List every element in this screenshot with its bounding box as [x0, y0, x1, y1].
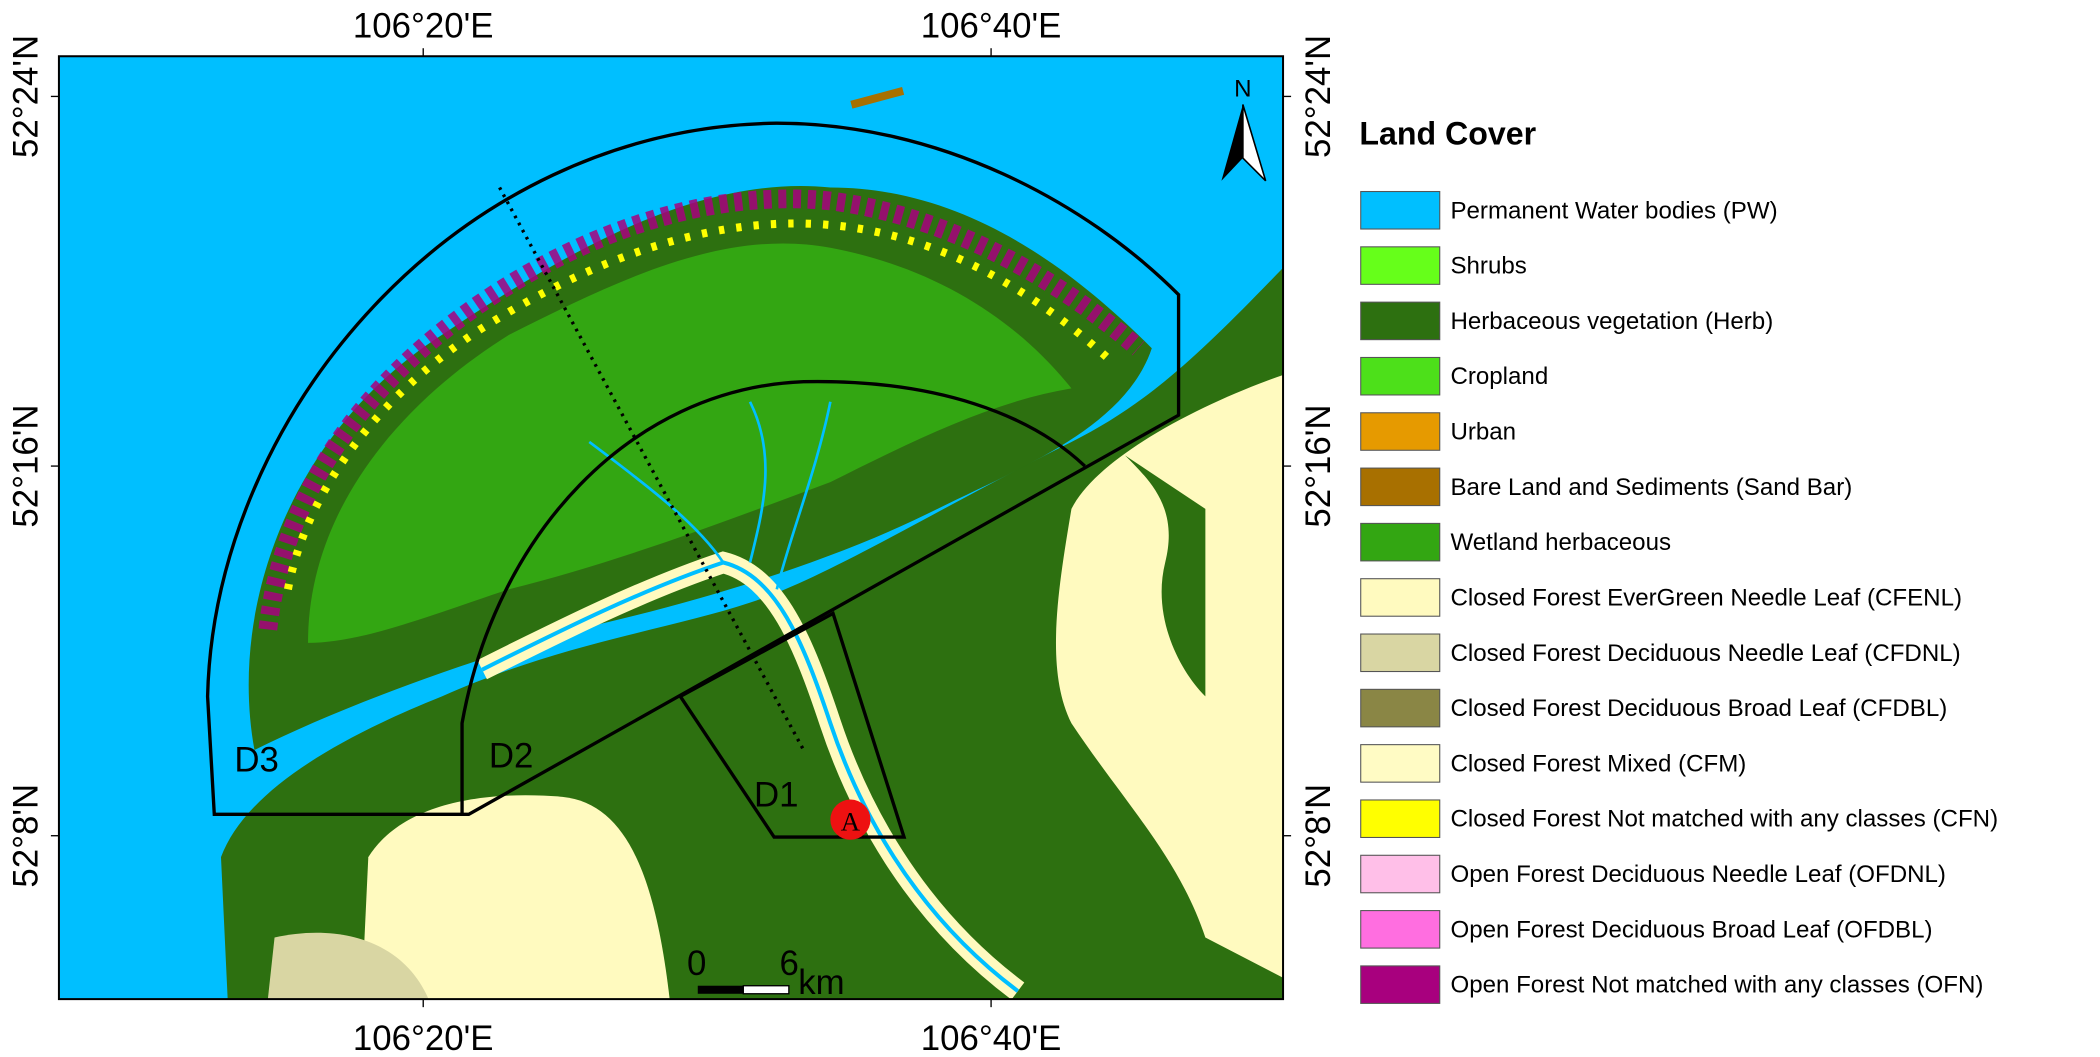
- legend-label: Closed Forest Deciduous Needle Leaf (CFD…: [1450, 640, 1960, 667]
- longitude-label: 106°40'E: [921, 1019, 1062, 1057]
- legend-swatch: [1360, 301, 1441, 341]
- legend-swatch: [1360, 688, 1441, 728]
- legend-swatch: [1360, 412, 1441, 451]
- legend-swatch: [1360, 246, 1441, 285]
- river-channel: [481, 560, 1020, 993]
- legend-swatch: [1360, 965, 1441, 1004]
- transect-line: [498, 186, 806, 751]
- legend: Permanent Water bodies (PW) Shrubs Herbace…: [1360, 190, 1998, 1004]
- legend-label: Shrubs: [1450, 253, 1526, 280]
- forest-patch-cfdnl: [267, 932, 429, 1000]
- zone-label: D1: [754, 775, 799, 814]
- legend-swatch: [1360, 356, 1441, 396]
- legend-swatch: [1360, 467, 1441, 507]
- legend-swatch: [1360, 910, 1441, 949]
- legend-label: Bare Land and Sediments (Sand Bar): [1450, 474, 1852, 501]
- latitude-label: 52°8'N: [7, 784, 46, 888]
- longitude-label: 106°20'E: [353, 1019, 494, 1057]
- legend-label: Cropland: [1450, 363, 1548, 390]
- sand-bar: [850, 86, 905, 109]
- legend-swatch: [1360, 799, 1441, 839]
- legend-label: Open Forest Not matched with any classes…: [1450, 972, 1983, 999]
- forest-patch-sw: [361, 795, 670, 1000]
- latitude-label: 52°24'N: [7, 35, 46, 158]
- north-arrow-right: [1242, 104, 1267, 182]
- legend-swatch: [1360, 190, 1441, 230]
- legend-swatch: [1360, 854, 1441, 894]
- scale-start: 0: [687, 944, 706, 983]
- legend-title: Land Cover: [1359, 116, 1536, 152]
- legend-swatch: [1360, 633, 1441, 673]
- legend-swatch: [1360, 522, 1441, 562]
- coordinate-labels: 106°20'E 106°20'E 106°40'E 106°40'E 52°24'N 5…: [7, 7, 1338, 1057]
- legend-swatch: [1360, 744, 1441, 783]
- forest-patch-east: [1055, 375, 1284, 978]
- legend-label: Herbaceous vegetation (Herb): [1450, 308, 1773, 335]
- longitude-label: 106°40'E: [921, 7, 1062, 46]
- figure-content: D3 D2 D1 A 0 6 km N Land Cover Permanent…: [7, 7, 1999, 1057]
- zone-label: D3: [234, 740, 279, 779]
- legend-label: Urban: [1450, 419, 1516, 446]
- legend-label: Open Forest Deciduous Needle Leaf (OFDNL…: [1450, 861, 1946, 888]
- north-arrow-left: [1221, 104, 1243, 181]
- legend-label: Wetland herbaceous: [1450, 529, 1671, 556]
- zone-d1-outline: [677, 610, 907, 839]
- legend-label: Closed Forest Mixed (CFM): [1450, 750, 1746, 777]
- zone-label: D2: [489, 736, 534, 775]
- ofn-fringe: [258, 189, 1145, 631]
- scale-bar-black: [697, 985, 744, 994]
- scale-bar-white: [742, 985, 790, 995]
- map-frame: [57, 55, 1285, 1001]
- site-marker: [830, 799, 871, 840]
- longitude-label: 106°20'E: [353, 7, 494, 46]
- latitude-label: 52°16'N: [7, 404, 46, 527]
- latitude-label: 52°16'N: [1299, 404, 1338, 527]
- scale-end: 6: [779, 944, 798, 983]
- legend-label: Permanent Water bodies (PW): [1450, 197, 1777, 224]
- land-inclusion: [1125, 455, 1206, 697]
- legend-swatch: [1360, 578, 1441, 617]
- zone-d3-outline: [205, 121, 1181, 816]
- legend-label: Closed Forest Not matched with any class…: [1450, 806, 1998, 833]
- north-label: N: [1234, 75, 1251, 102]
- latitude-label: 52°24'N: [1299, 35, 1338, 158]
- legend-label: Closed Forest EverGreen Needle Leaf (CFE…: [1450, 584, 1962, 611]
- zone-d2-outline: [460, 379, 1086, 815]
- map: [58, 56, 1284, 1000]
- latitude-label: 52°8'N: [1299, 784, 1338, 888]
- legend-label: Closed Forest Deciduous Broad Leaf (CFDB…: [1450, 695, 1947, 722]
- legend-label: Open Forest Deciduous Broad Leaf (OFDBL): [1450, 916, 1932, 943]
- site-label: A: [841, 806, 861, 836]
- wetland-zone: [308, 243, 1072, 643]
- scale-unit: km: [798, 963, 844, 1002]
